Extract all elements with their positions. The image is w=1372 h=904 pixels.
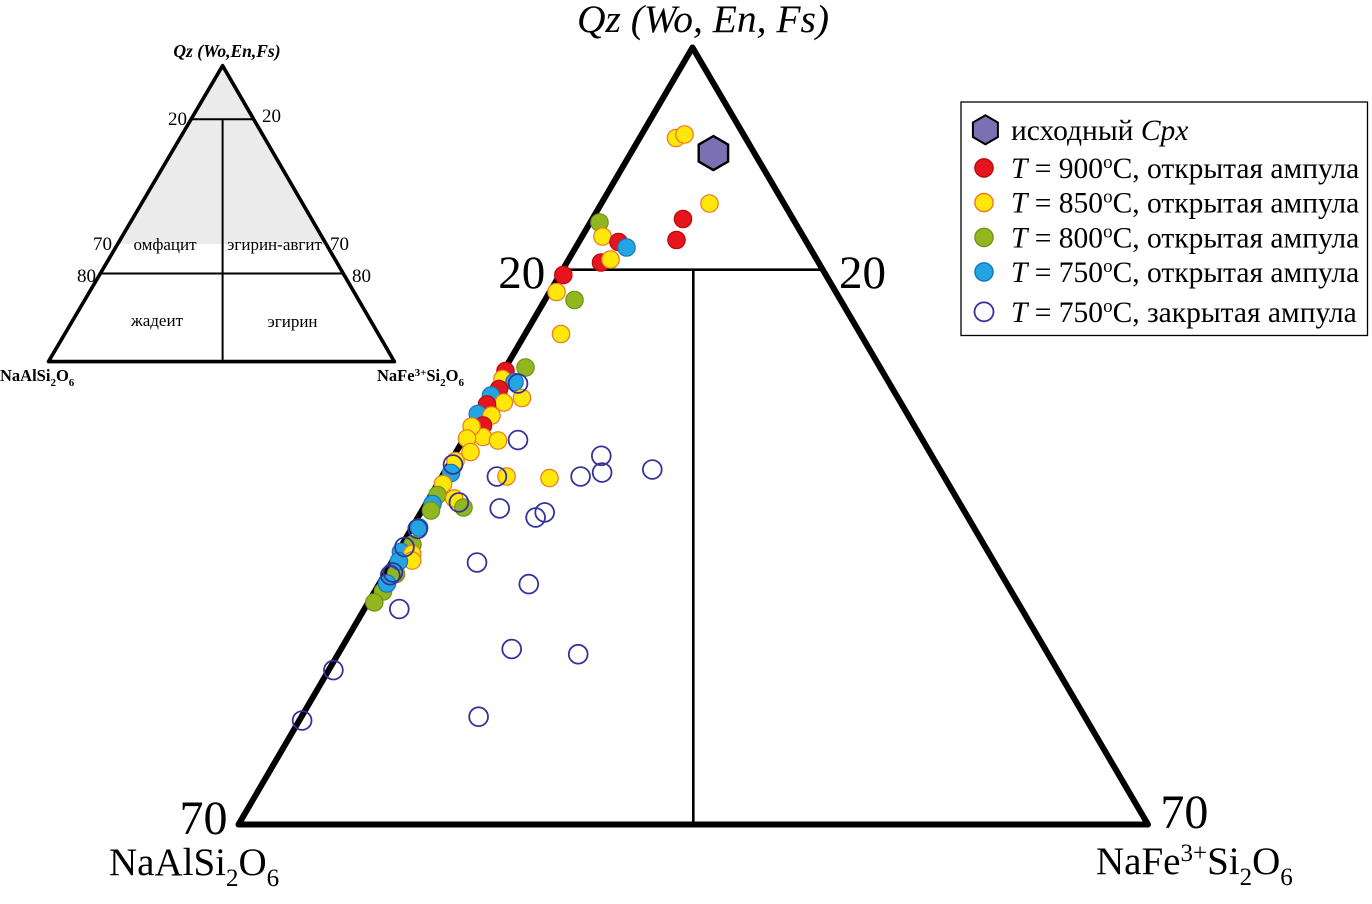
svg-text:80: 80 <box>77 266 96 287</box>
svg-text:T = 900oC, открытая ампула: T = 900oC, открытая ампула <box>1011 152 1359 185</box>
svg-text:NaAlSi2O6: NaAlSi2O6 <box>109 841 279 892</box>
svg-text:20: 20 <box>168 109 187 130</box>
svg-text:Qz (Wo, En, Fs): Qz (Wo, En, Fs) <box>577 0 829 41</box>
svg-text:жадеит: жадеит <box>130 311 184 330</box>
svg-text:70: 70 <box>330 234 349 255</box>
svg-text:T = 850oC, открытая ампула: T = 850oC, открытая ампула <box>1011 187 1359 220</box>
svg-text:эгирин-авгит: эгирин-авгит <box>227 235 322 254</box>
svg-text:20: 20 <box>498 247 545 299</box>
svg-text:80: 80 <box>352 266 371 287</box>
svg-text:T = 750oC, закрытая ампула: T = 750oC, закрытая ампула <box>1011 296 1357 329</box>
svg-text:70: 70 <box>180 792 228 845</box>
svg-text:эгирин: эгирин <box>267 312 317 331</box>
svg-text:NaAlSi2O6: NaAlSi2O6 <box>0 366 75 389</box>
svg-text:T = 800oC, открытая ампула: T = 800oC, открытая ампула <box>1011 221 1359 254</box>
svg-text:70: 70 <box>93 234 112 255</box>
svg-text:Qz (Wo,En,Fs): Qz (Wo,En,Fs) <box>173 41 280 61</box>
svg-text:20: 20 <box>839 247 886 299</box>
svg-text:20: 20 <box>262 106 281 127</box>
svg-text:70: 70 <box>1160 786 1208 839</box>
svg-text:T = 750oC, открытая ампула: T = 750oC, открытая ампула <box>1011 256 1359 289</box>
svg-text:исходный Cpx: исходный Cpx <box>1011 115 1188 147</box>
svg-text:омфацит: омфацит <box>133 235 197 254</box>
